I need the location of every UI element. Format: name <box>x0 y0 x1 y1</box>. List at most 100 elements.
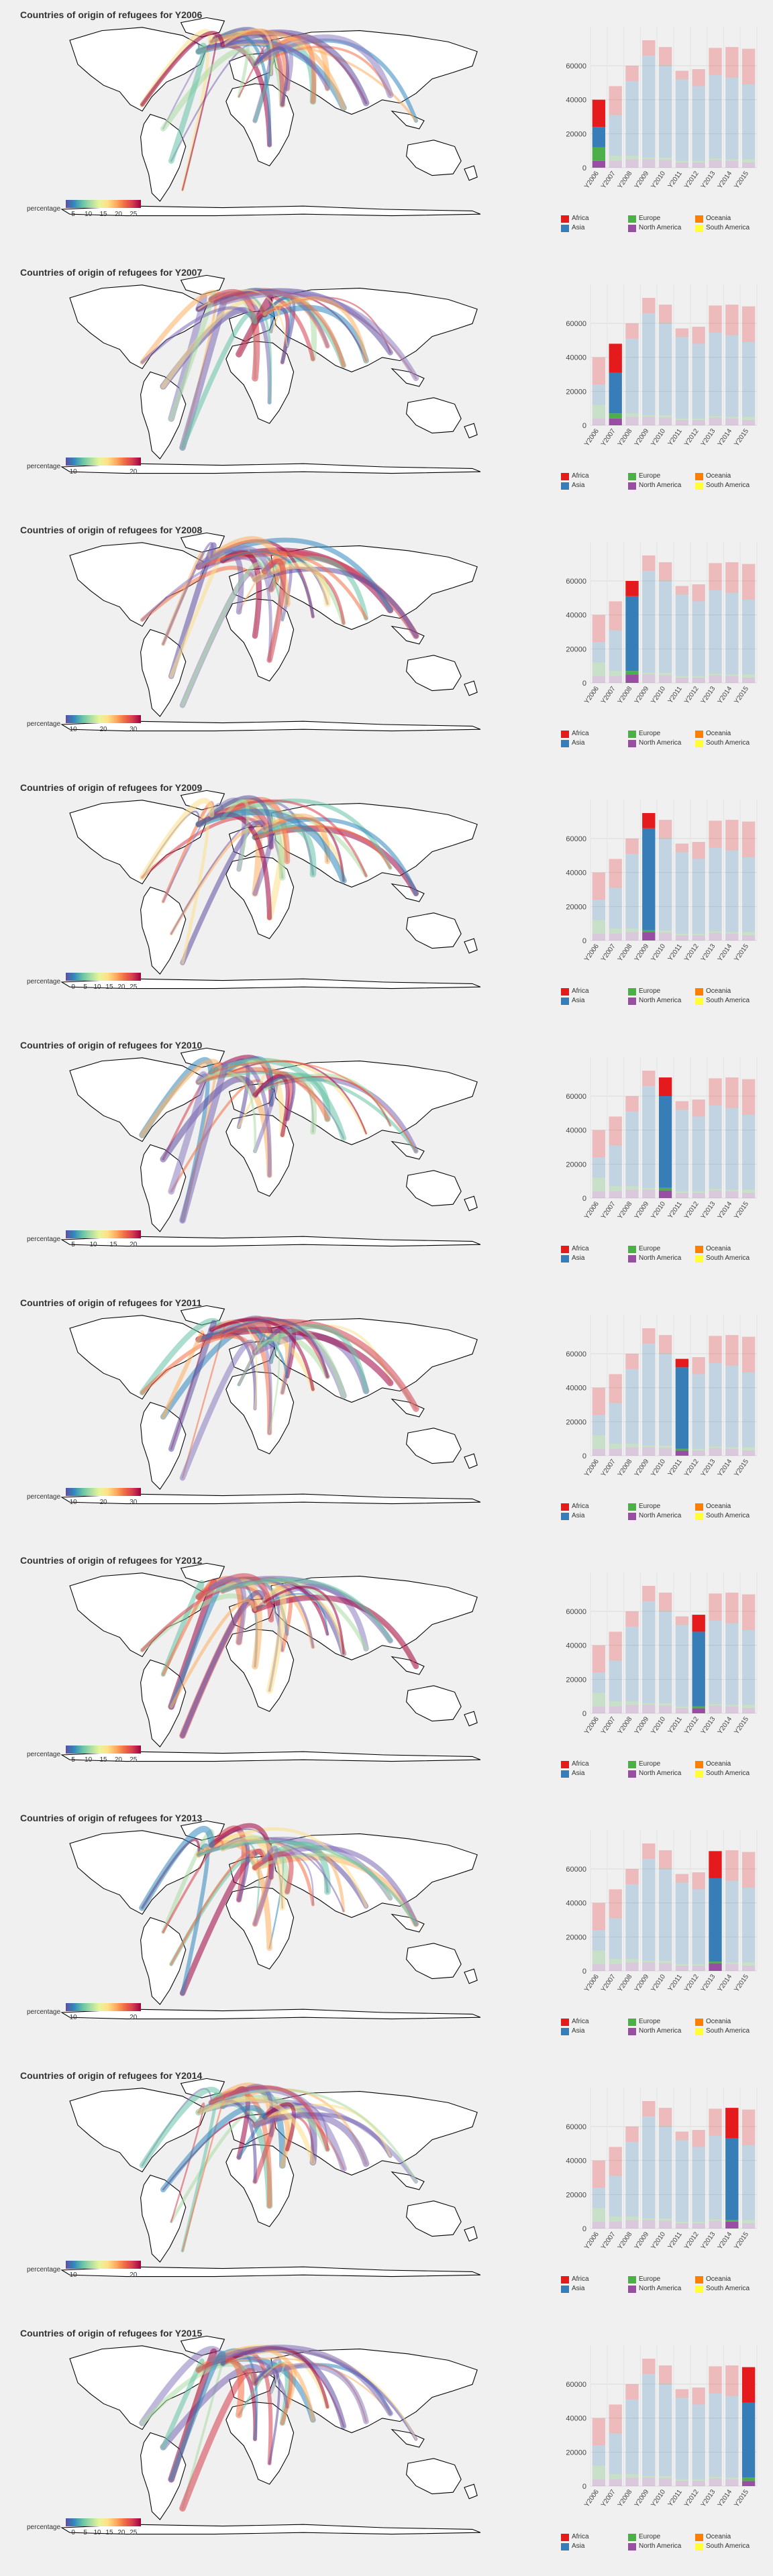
continent-legend-label: Europe <box>639 730 661 737</box>
bar-segment <box>709 820 722 848</box>
refugee-flow-arc <box>264 2361 285 2394</box>
title-year: Y2007 <box>174 267 203 278</box>
continent-legend-label: Europe <box>639 1245 661 1252</box>
continent-swatch <box>628 1770 636 1778</box>
refugee-flow-arc <box>253 46 290 107</box>
bar-segment <box>725 674 739 676</box>
y-tick-label: 60000 <box>566 62 586 70</box>
x-tick-label: Y2011 <box>667 943 684 963</box>
y-tick-label: 60000 <box>566 1093 586 1101</box>
bar-segment <box>741 420 756 425</box>
refugee-flow-arc <box>196 2096 316 2165</box>
bar-segment <box>609 1145 622 1187</box>
refugee-flow-arc <box>197 42 417 122</box>
x-tick-label: Y2011 <box>667 170 684 190</box>
bar-segment <box>709 675 722 683</box>
land-shape <box>60 720 481 732</box>
refugee-flow-arc <box>180 1590 268 1738</box>
bar-segment <box>692 1615 705 1632</box>
bar-segment <box>642 2220 656 2229</box>
x-tick-label: Y2011 <box>667 2231 684 2251</box>
bar-segment <box>692 327 705 344</box>
x-tick-label: Y2010 <box>650 685 667 705</box>
land-shape <box>69 2088 207 2173</box>
x-tick-label: Y2012 <box>683 1715 701 1735</box>
y-tick-label: 60000 <box>566 1608 586 1616</box>
bar-segment <box>609 2404 622 2434</box>
bar-segment <box>625 1111 639 1187</box>
bar-segment <box>741 1629 756 1705</box>
x-tick-label: Y2013 <box>700 1973 717 1993</box>
bar-segment <box>692 678 705 683</box>
bar-segment <box>741 1372 756 1448</box>
bar-segment <box>592 1902 606 1931</box>
continent-swatch <box>628 2276 636 2284</box>
continent-swatch <box>695 473 703 480</box>
x-tick-label: Y2006 <box>583 1973 601 1993</box>
continent-swatch <box>628 2286 636 2293</box>
continent-legend-label: Oceania <box>706 215 731 222</box>
panel-Y2012: Countries of origin of refugees for Y201… <box>0 1546 773 1803</box>
bar-segment <box>625 581 639 596</box>
bar-segment <box>725 159 739 161</box>
y-tick-label: 0 <box>582 937 586 945</box>
bar-segment <box>741 2481 756 2486</box>
y-tick-label: 0 <box>582 164 586 172</box>
bar-segment <box>692 584 705 602</box>
land-shape <box>140 886 187 975</box>
continent-legend-label: Africa <box>572 1503 589 1510</box>
x-tick-label: Y2008 <box>617 1715 634 1735</box>
refugee-flow-arc <box>139 1825 215 1911</box>
continent-legend-label: Europe <box>639 215 661 222</box>
continent-swatch <box>561 1513 569 1520</box>
bar-segment <box>625 413 639 417</box>
panel-title: Countries of origin of refugees for Y200… <box>20 267 202 278</box>
bar-segment <box>642 40 656 56</box>
bar-segment <box>609 343 622 373</box>
bar-segment <box>609 2216 622 2222</box>
continent-swatch <box>695 1770 703 1778</box>
bar-segment <box>592 384 606 405</box>
bar-segment <box>609 2176 622 2217</box>
continent-legend: Africa Asia Europe North America Oceania Sout… <box>561 2275 773 2302</box>
y-tick-label: 0 <box>582 1710 586 1718</box>
land-shape <box>60 2524 481 2535</box>
percentage-legend-label: percentage <box>27 1493 61 1501</box>
continent-legend-label: South America <box>706 2027 750 2035</box>
bar-segment <box>592 1448 606 1456</box>
continent-swatch <box>628 2019 636 2026</box>
bar-segment <box>709 590 722 674</box>
bar-segment <box>658 1869 672 1961</box>
bar-segment <box>709 2478 722 2486</box>
bar-segment <box>675 1874 689 1883</box>
percentage-tick: 15 <box>99 1756 107 1764</box>
refugee-flow-arc <box>195 2355 245 2418</box>
x-tick-label: Y2006 <box>583 427 601 447</box>
bar-segment <box>592 1693 606 1707</box>
y-tick-label: 20000 <box>566 645 586 653</box>
percentage-tick: 15 <box>105 983 113 991</box>
percentage-tick: 10 <box>93 2529 101 2536</box>
bar-segment <box>609 630 622 672</box>
refugee-flow-arc <box>140 31 225 107</box>
x-tick-label: Y2007 <box>600 170 617 190</box>
bar-segment <box>625 932 639 941</box>
continent-swatch <box>561 2543 569 2551</box>
bar-segment <box>642 1328 656 1344</box>
continent-swatch <box>695 1255 703 1263</box>
y-tick-label: 40000 <box>566 869 586 877</box>
bar-segment <box>592 933 606 941</box>
bar-segment <box>709 48 722 75</box>
continent-swatch <box>695 215 703 223</box>
bar-segment <box>741 306 756 342</box>
continent-swatch <box>561 1761 569 1768</box>
bar-segment <box>625 853 639 929</box>
x-tick-label: Y2007 <box>600 943 617 963</box>
continent-swatch <box>695 2028 703 2035</box>
land-shape <box>60 463 481 474</box>
refugee-flow-arc <box>263 1585 345 1655</box>
bar-segment <box>625 928 639 932</box>
continent-legend-label: Europe <box>639 2275 661 2283</box>
percentage-tick: 25 <box>130 1756 138 1764</box>
bar-segment <box>592 2160 606 2188</box>
